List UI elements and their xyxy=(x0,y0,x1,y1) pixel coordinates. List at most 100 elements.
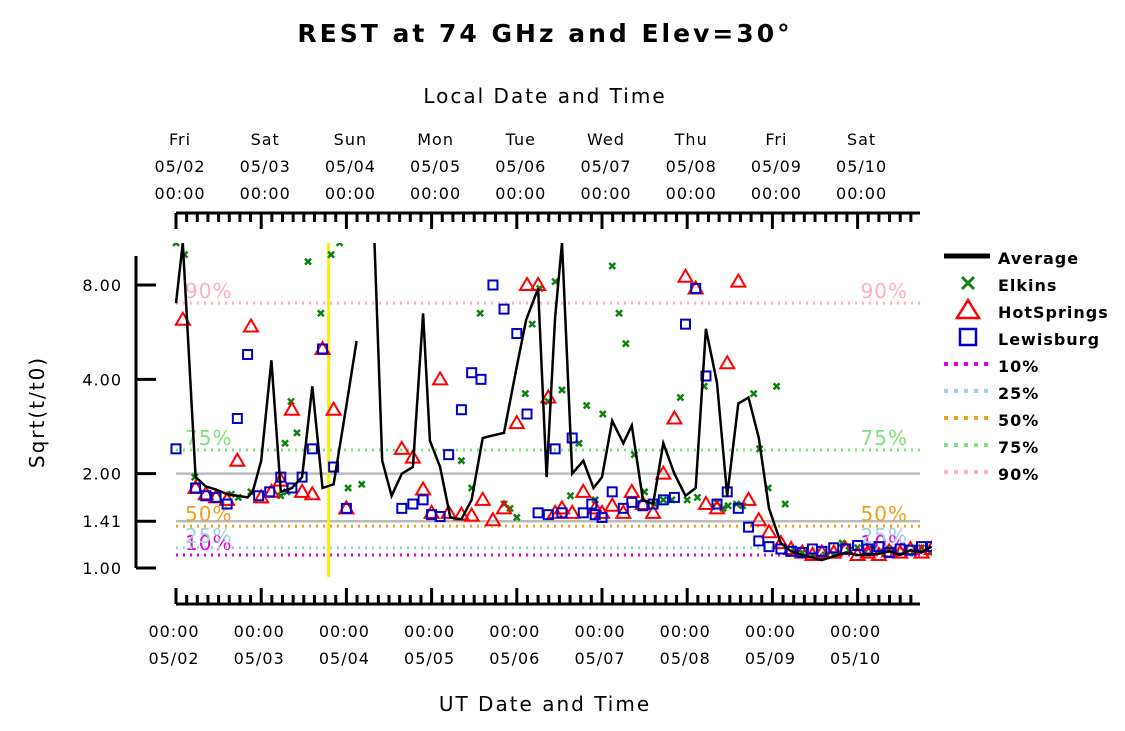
bottom-tick-date: 05/03 xyxy=(234,649,285,668)
elkins-point xyxy=(172,243,180,247)
top-tick-date: 05/09 xyxy=(751,157,802,176)
top-tick-day: Wed xyxy=(587,130,625,149)
lewisburg-point xyxy=(816,545,828,557)
lewisburg-point xyxy=(556,507,568,519)
lewisburg-point xyxy=(487,279,499,291)
lewisburg-point xyxy=(916,541,927,553)
lewisburg-point xyxy=(690,282,702,294)
elkins-point xyxy=(781,500,790,508)
top-tick-time: 00:00 xyxy=(836,184,887,203)
top-tick-day: Sun xyxy=(334,130,367,149)
lewisburg-point xyxy=(549,443,561,455)
lewisburg-point xyxy=(170,443,182,455)
hotsprings-point xyxy=(574,482,592,498)
plot-series xyxy=(170,243,932,562)
bottom-tick-time: 00:00 xyxy=(660,622,711,641)
top-tick-time: 00:00 xyxy=(751,184,802,203)
elkins-point xyxy=(659,495,668,504)
hotsprings-point xyxy=(644,503,662,519)
percentile-label-right-4: 90% xyxy=(861,279,908,303)
average-line xyxy=(174,243,932,562)
hotsprings-point xyxy=(324,400,343,416)
elkins-point xyxy=(598,410,607,418)
percentile-label-right-2: 50% xyxy=(861,502,908,526)
lewisburg-point xyxy=(926,541,932,553)
axes: 8.00 4.00 2.00 1.41 1.00 Fri 05/02 00:00 Sat 05/0… xyxy=(82,130,920,668)
elkins-point xyxy=(304,257,312,266)
bottom-tick-time: 00:00 xyxy=(830,622,881,641)
hotsprings-point xyxy=(654,464,673,480)
hotsprings-point xyxy=(772,534,790,550)
bottom-tick-date: 05/06 xyxy=(489,649,540,668)
legend-elkins-swatch xyxy=(960,275,976,291)
y-axis-title: Sqrt(t/t0) xyxy=(25,356,49,468)
hotsprings-point xyxy=(697,495,715,511)
top-tick-time: 00:00 xyxy=(666,184,717,203)
legend-lewisburg-swatch xyxy=(958,327,978,347)
elkins-point xyxy=(615,309,623,318)
hotsprings-point xyxy=(739,490,758,506)
lewisburg-point xyxy=(732,502,744,514)
elkins-point xyxy=(293,428,301,437)
lewisburg-point xyxy=(521,408,533,420)
legend: Average Elkins HotSprings Lewisburg 10% 25% 50… xyxy=(944,249,1108,484)
lewisburg-point xyxy=(221,498,233,510)
bottom-tick-time: 00:00 xyxy=(148,622,199,641)
lewisburg-point xyxy=(606,486,618,498)
elkins-point xyxy=(512,513,521,522)
hotsprings-point xyxy=(665,409,684,425)
lewisburg-point xyxy=(596,511,608,523)
top-tick-day: Fri xyxy=(765,130,787,149)
hotsprings-point xyxy=(586,499,604,515)
lewisburg-point xyxy=(589,509,601,521)
lewisburg-point xyxy=(407,498,419,510)
y-tick-label: 8.00 xyxy=(82,276,122,295)
top-tick-time: 00:00 xyxy=(240,184,291,203)
top-axis-title: Local Date and Time xyxy=(423,84,666,108)
legend-label: 50% xyxy=(998,411,1039,430)
elkins-point xyxy=(749,389,758,398)
lewisburg-point xyxy=(586,498,598,510)
hotsprings-point xyxy=(393,439,411,455)
lewisburg-point xyxy=(455,404,467,416)
bottom-tick-date: 05/08 xyxy=(660,649,711,668)
top-tick-time: 00:00 xyxy=(154,184,205,203)
bottom-tick-date: 05/02 xyxy=(148,649,199,668)
top-tick-day: Mon xyxy=(417,130,454,149)
elkins-point xyxy=(683,495,692,504)
lewisburg-point xyxy=(785,545,797,557)
percentile-lines: 10% 10%25% 25%50% 50%75% 75%90% 90% xyxy=(176,279,920,557)
lewisburg-point xyxy=(434,510,446,522)
lewisburg-point xyxy=(190,482,202,494)
top-tick-date: 05/02 xyxy=(154,157,205,176)
percentile-label-right-3: 75% xyxy=(861,426,908,450)
lewisburg-point xyxy=(657,494,669,506)
elkins-point xyxy=(558,386,566,394)
lewisburg-point xyxy=(668,491,680,503)
chart-title: REST at 74 GHz and Elev=30° xyxy=(297,19,792,48)
lewisburg-point xyxy=(566,432,578,444)
hotsprings-point xyxy=(718,354,736,370)
percentile-label-left-1: 25% xyxy=(185,524,232,548)
top-tick-date: 05/10 xyxy=(836,157,887,176)
lewisburg-point xyxy=(679,318,691,330)
lewisburg-point xyxy=(828,542,840,554)
lewisburg-point xyxy=(700,370,712,382)
elkins-point xyxy=(476,309,485,318)
elkins-point xyxy=(676,393,685,402)
elkins-point xyxy=(528,320,537,329)
lewisburg-point xyxy=(443,449,455,461)
legend-label: Average xyxy=(998,249,1079,268)
hotsprings-point xyxy=(676,267,695,283)
bottom-tick-time: 00:00 xyxy=(404,622,455,641)
bottom-tick-time: 00:00 xyxy=(319,622,370,641)
bottom-tick-time: 00:00 xyxy=(745,622,796,641)
hotsprings-point xyxy=(760,523,778,539)
y-tick-label: 1.00 xyxy=(82,559,122,578)
top-tick-day: Sat xyxy=(251,130,280,149)
elkins-point xyxy=(582,401,591,410)
top-tick-day: Fri xyxy=(169,130,191,149)
elkins-point xyxy=(335,243,344,247)
lewisburg-point xyxy=(340,502,352,514)
